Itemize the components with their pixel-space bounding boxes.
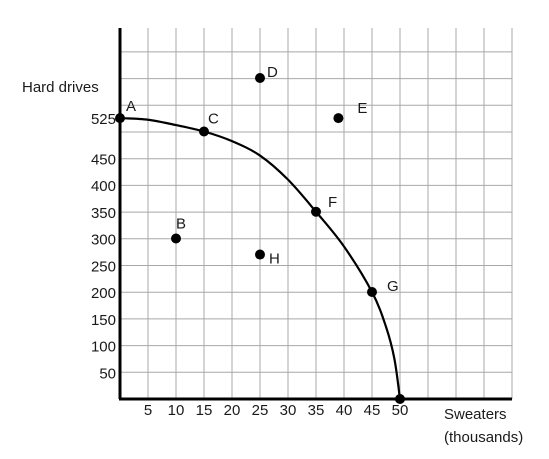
x-tick-label: 50 [392, 402, 409, 419]
point-label-d: D [267, 64, 278, 81]
point-b [171, 233, 181, 244]
y-tick-label: 250 [91, 258, 116, 275]
ppf-curve-layer [119, 117, 402, 400]
tick-labels: 5 10 15 20 25 30 35 40 45 50 50 100 150 200 250 300 350 4… [91, 111, 408, 419]
x-tick-label: 35 [308, 402, 325, 419]
x-axis-label-line1: Sweaters [444, 406, 507, 423]
point-label-b: B [176, 216, 186, 233]
ppf-curve [119, 117, 402, 400]
point-label-c: C [208, 111, 219, 128]
point-e [333, 113, 344, 124]
axes [118, 28, 512, 401]
point-x-intercept [395, 394, 405, 404]
x-tick-label: 10 [168, 402, 185, 419]
point-g [367, 287, 377, 297]
x-tick-label: 25 [252, 402, 269, 419]
y-tick-label: 300 [91, 232, 116, 249]
x-tick-label: 30 [280, 402, 297, 419]
x-tick-label: 40 [336, 402, 353, 419]
point-d [255, 73, 265, 83]
y-tick-label: 350 [91, 205, 116, 222]
points-layer: A B C D E F G H [115, 64, 405, 404]
x-tick-label: 15 [196, 402, 213, 419]
point-f [311, 206, 321, 217]
x-tick-label: 5 [144, 402, 152, 419]
y-tick-label: 400 [91, 178, 116, 195]
point-label-e: E [357, 100, 367, 117]
x-tick-label: 20 [224, 402, 241, 419]
y-tick-label: 50 [99, 365, 116, 382]
point-label-h: H [269, 251, 280, 268]
y-axis-label: Hard drives [22, 79, 99, 96]
y-tick-label: 525 [91, 111, 116, 128]
y-tick-label: 450 [91, 151, 116, 168]
y-tick-label: 100 [91, 339, 116, 356]
grid-lines [120, 28, 513, 399]
x-axis-label-line2: (thousands) [444, 429, 523, 446]
point-label-a: A [126, 98, 136, 115]
x-tick-label: 45 [364, 402, 381, 419]
point-label-f: F [328, 194, 337, 211]
point-label-g: G [387, 278, 399, 295]
y-tick-label: 200 [91, 285, 116, 302]
point-h [255, 249, 265, 260]
point-a [115, 113, 125, 124]
point-c [199, 126, 209, 137]
y-tick-label: 150 [91, 312, 116, 329]
